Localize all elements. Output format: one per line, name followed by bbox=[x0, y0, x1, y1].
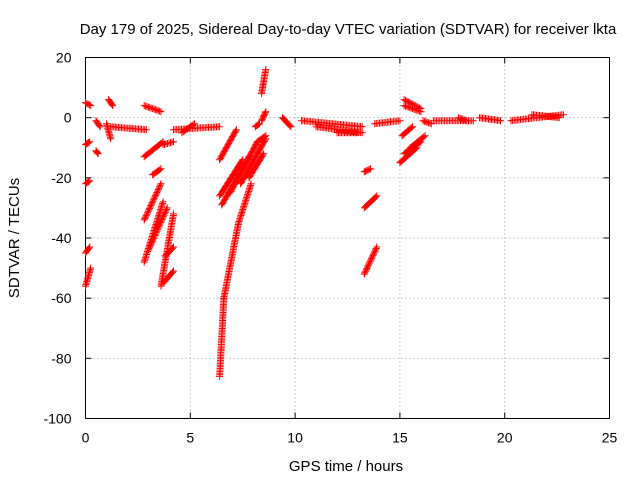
x-tick-label: 20 bbox=[497, 430, 513, 446]
y-tick-label: -40 bbox=[51, 230, 71, 246]
data-point-run bbox=[455, 114, 471, 125]
x-tick-label: 15 bbox=[392, 430, 408, 446]
data-point-run bbox=[360, 243, 381, 278]
data-point-run bbox=[82, 99, 95, 110]
x-tick-label: 25 bbox=[602, 430, 618, 446]
data-point-run bbox=[178, 120, 198, 137]
data-point-run bbox=[140, 102, 165, 116]
data-point-run bbox=[82, 177, 94, 188]
data-point-run bbox=[92, 117, 104, 131]
x-tick-label: 10 bbox=[287, 430, 303, 446]
data-point-run bbox=[159, 267, 177, 287]
data-point-run bbox=[253, 132, 270, 146]
data-point-run bbox=[297, 117, 366, 131]
y-tick-label: -20 bbox=[51, 170, 71, 186]
data-point-run bbox=[400, 102, 425, 116]
data-point-run bbox=[159, 138, 177, 149]
data-point-run bbox=[235, 180, 255, 227]
data-points bbox=[82, 66, 567, 380]
data-point-run bbox=[360, 165, 375, 176]
data-point-run bbox=[360, 192, 381, 212]
data-point-run bbox=[216, 126, 240, 164]
data-point-run bbox=[245, 150, 268, 182]
data-point-run bbox=[371, 117, 404, 128]
y-tick-label: -100 bbox=[43, 411, 71, 427]
data-point-run bbox=[220, 219, 242, 302]
data-point-run bbox=[149, 165, 165, 179]
data-point-run bbox=[258, 108, 270, 125]
data-point-run bbox=[237, 135, 270, 188]
data-point-run bbox=[419, 117, 435, 128]
data-point-run bbox=[107, 123, 150, 134]
data-point-run bbox=[398, 123, 416, 140]
y-tick-label: 0 bbox=[64, 110, 72, 126]
data-point-run bbox=[105, 96, 117, 110]
data-point-run bbox=[92, 147, 102, 158]
data-point-run bbox=[140, 138, 167, 161]
y-tick-label: -60 bbox=[51, 290, 71, 306]
data-point-run bbox=[406, 132, 429, 152]
data-point-run bbox=[82, 243, 94, 257]
x-tick-label: 0 bbox=[82, 430, 90, 446]
data-point-run bbox=[258, 66, 270, 98]
data-point-run bbox=[528, 111, 563, 122]
data-point-run bbox=[82, 264, 95, 290]
data-point-run bbox=[333, 129, 362, 137]
x-axis-label: GPS time / hours bbox=[289, 458, 403, 475]
data-point-run bbox=[161, 243, 177, 260]
data-point-run bbox=[82, 138, 94, 149]
data-point-run bbox=[251, 120, 263, 131]
data-point-run bbox=[140, 180, 165, 224]
chart-title: Day 179 of 2025, Sidereal Day-to-day VTE… bbox=[80, 21, 617, 38]
data-point-run bbox=[216, 294, 228, 380]
y-tick-label: -80 bbox=[51, 350, 71, 366]
axis-ticks: 0 5 10 15 20 25 -100 -80 -60 -40 -20 0 20 bbox=[43, 50, 617, 446]
data-point-run bbox=[144, 204, 171, 254]
data-point-run bbox=[226, 138, 261, 197]
y-axis-label: SDTVAR / TECUs bbox=[6, 178, 23, 298]
y-tick-label: 20 bbox=[56, 50, 72, 66]
data-point-run bbox=[476, 114, 504, 125]
data-point-run bbox=[279, 114, 295, 131]
data-point-run bbox=[216, 156, 247, 200]
x-tick-label: 5 bbox=[186, 430, 194, 446]
